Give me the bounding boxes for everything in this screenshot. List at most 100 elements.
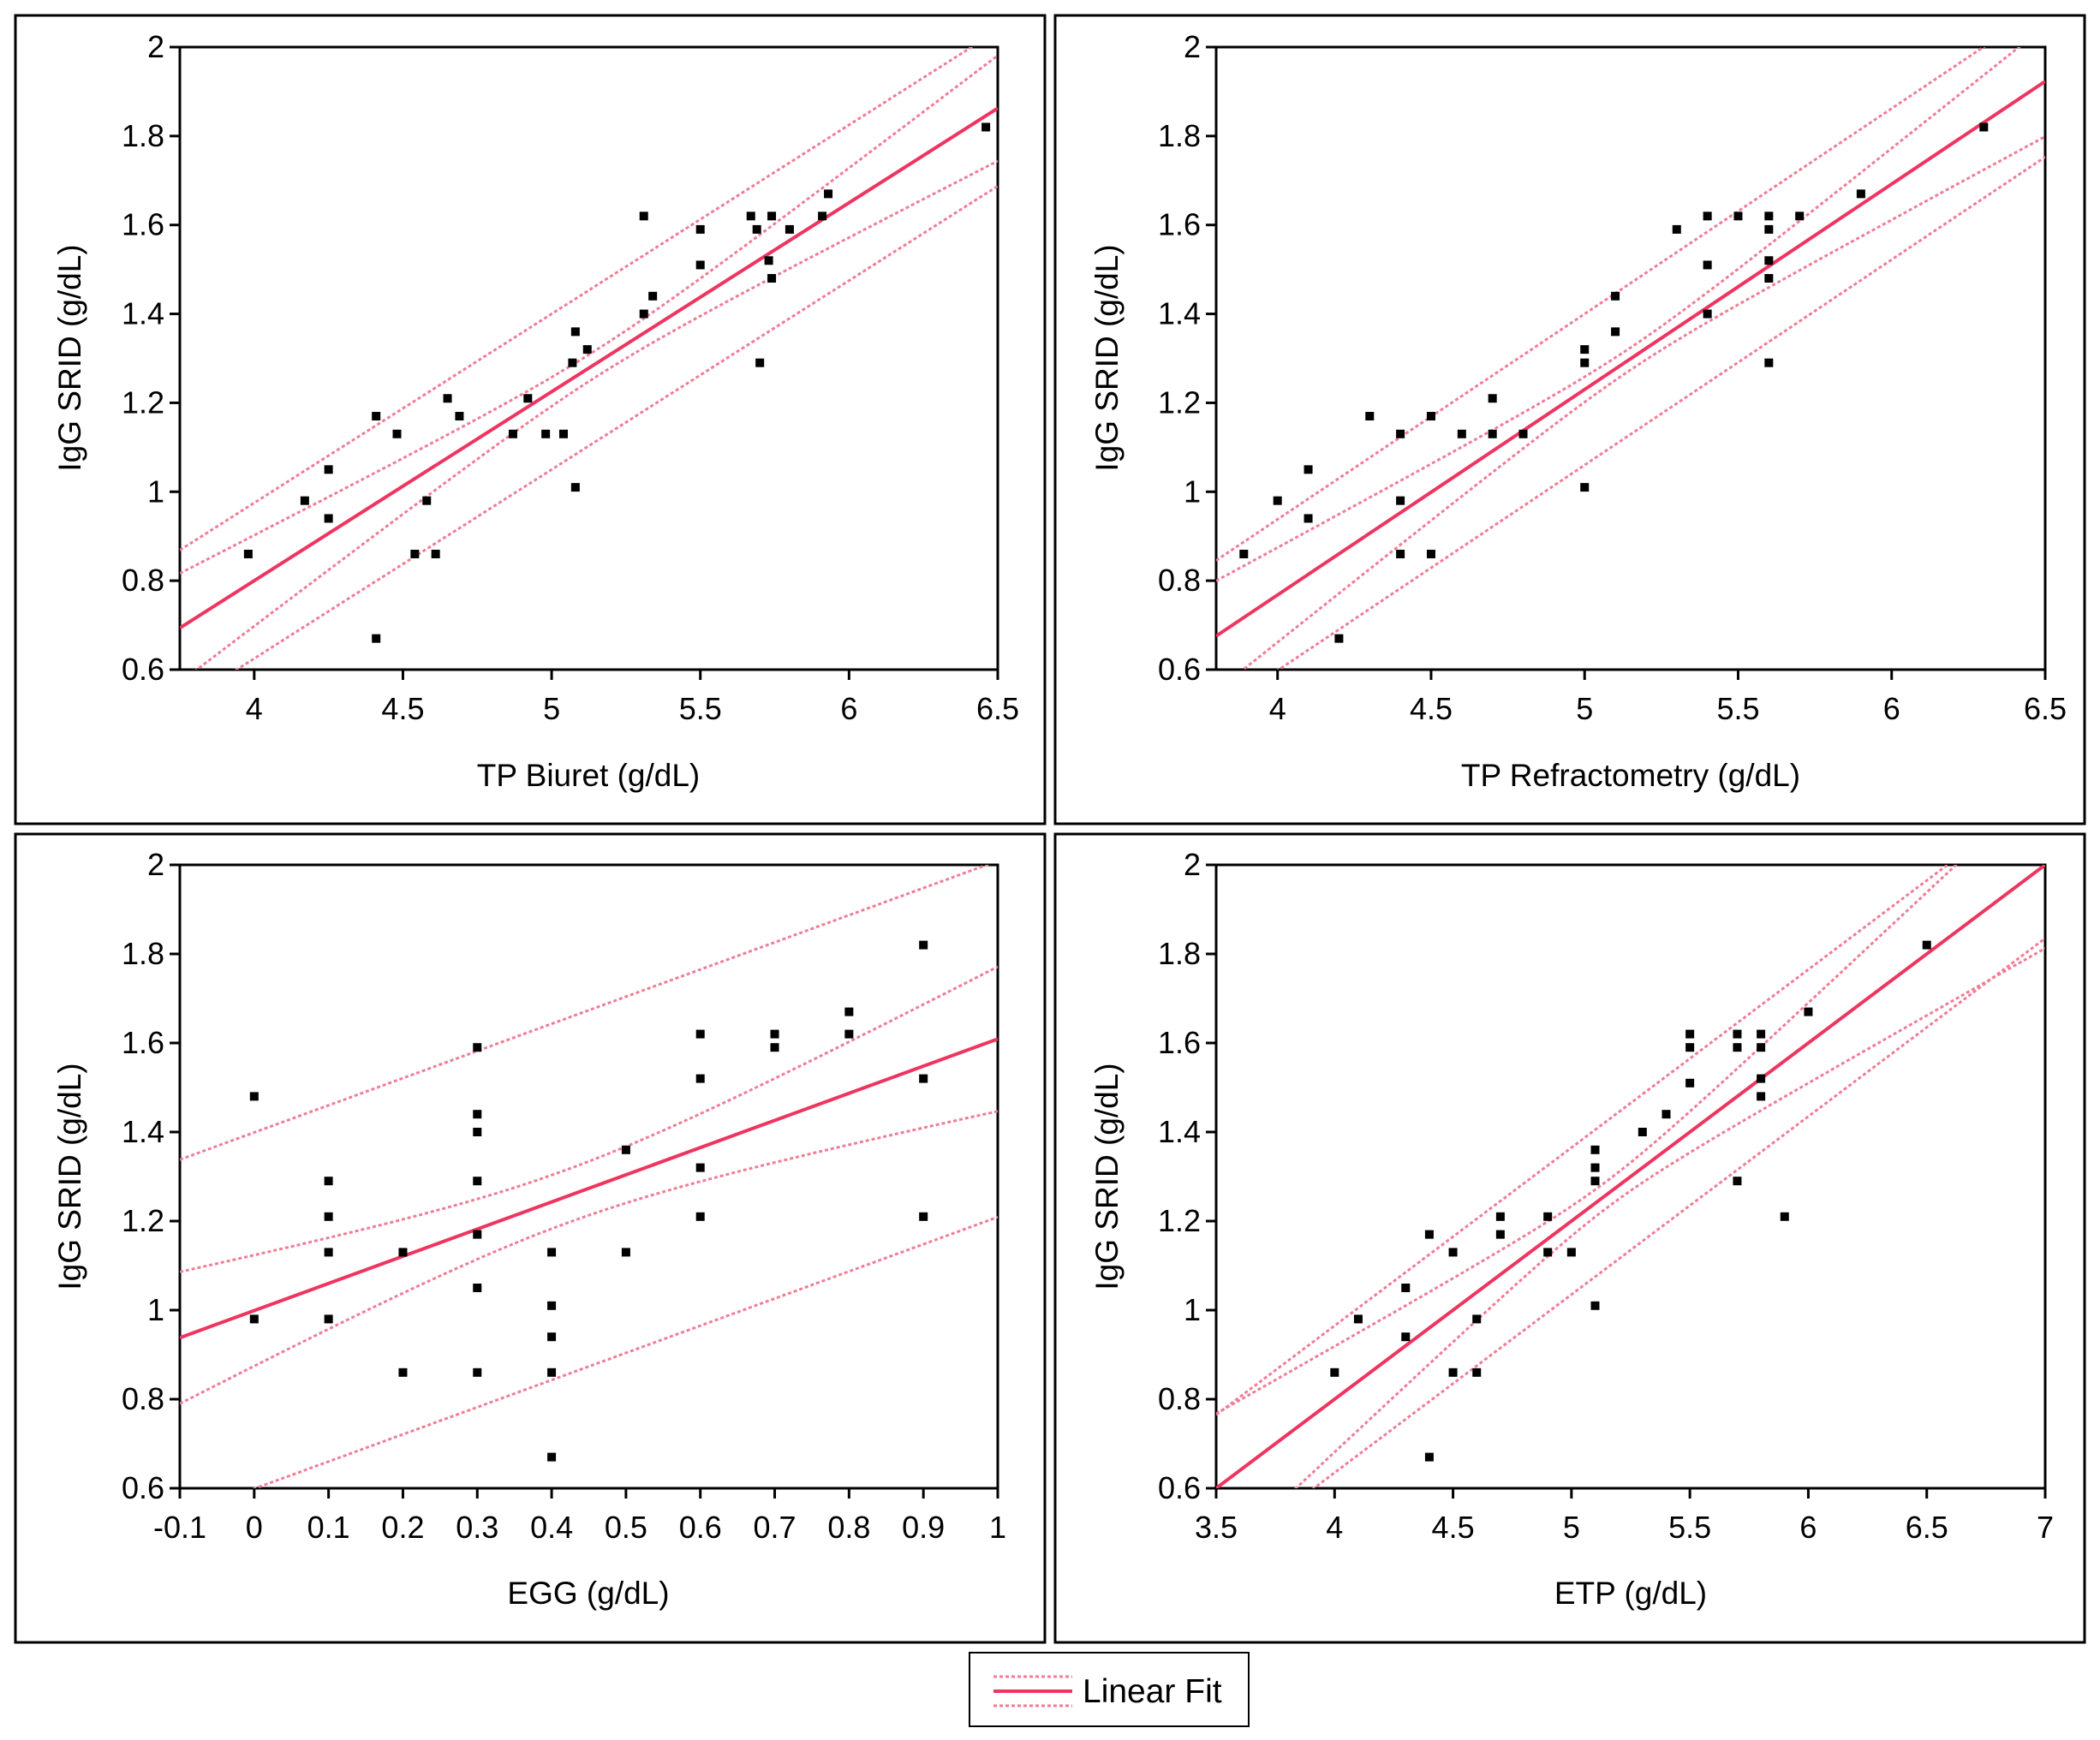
data-point bbox=[570, 483, 580, 492]
data-point bbox=[473, 1110, 482, 1119]
y-tick-label: 0.6 bbox=[1158, 652, 1201, 687]
data-point bbox=[1672, 224, 1681, 234]
data-point bbox=[243, 549, 253, 558]
confidence-band-lower bbox=[180, 1110, 998, 1405]
data-point bbox=[764, 256, 773, 265]
data-point bbox=[1638, 1128, 1647, 1136]
data-point bbox=[824, 189, 833, 199]
data-point bbox=[1856, 189, 1865, 199]
x-tick-label: 7 bbox=[2037, 1510, 2054, 1545]
confidence-band-lower bbox=[194, 159, 998, 670]
panel-frame bbox=[14, 14, 1047, 825]
data-point bbox=[1488, 394, 1497, 403]
data-point bbox=[372, 412, 381, 421]
x-tick-label: 4 bbox=[1326, 1510, 1343, 1545]
data-point bbox=[1590, 1163, 1600, 1172]
legend-label: Linear Fit bbox=[1083, 1673, 1222, 1710]
data-point bbox=[547, 1368, 557, 1377]
y-tick-label: 1.6 bbox=[122, 1025, 164, 1060]
data-point bbox=[695, 1163, 705, 1172]
data-point bbox=[1703, 309, 1712, 319]
data-point bbox=[1757, 1029, 1766, 1039]
data-point bbox=[1733, 1043, 1742, 1052]
data-point bbox=[1611, 327, 1620, 337]
y-tick-label: 1 bbox=[1184, 474, 1201, 509]
panel-bottom-right: 0.6 0.8 1 1.2 1.4 1.6 1.8 2 3.5 4 4.5 5 5.5 6 6.5 7 ETP… bbox=[1053, 832, 2086, 1644]
plot-frame bbox=[1214, 45, 2047, 671]
plot-area: 0.6 0.8 1 1.2 1.4 1.6 1.8 2 4 4.5 5 5.5 6 6.5 bbox=[1158, 29, 2067, 726]
data-point bbox=[639, 309, 648, 319]
y-tick-label: 1.2 bbox=[1158, 384, 1201, 420]
data-point bbox=[473, 1177, 482, 1186]
prediction-band-lower bbox=[1311, 937, 2045, 1488]
data-point bbox=[324, 1212, 333, 1221]
data-point bbox=[695, 1212, 705, 1221]
data-point bbox=[324, 465, 333, 474]
data-point bbox=[547, 1301, 557, 1310]
x-tick-label: 5 bbox=[1563, 1510, 1580, 1545]
data-point bbox=[324, 1248, 333, 1257]
confidence-band-upper bbox=[1216, 865, 1959, 1415]
y-tick-label: 1.2 bbox=[122, 384, 164, 420]
x-tick-label: 0.6 bbox=[679, 1510, 722, 1545]
data-point bbox=[541, 429, 551, 438]
plot-frame bbox=[178, 863, 999, 1490]
data-point bbox=[1685, 1029, 1695, 1039]
data-point bbox=[695, 1029, 705, 1039]
data-point bbox=[1566, 1248, 1576, 1257]
y-tick-label: 1.4 bbox=[1158, 1114, 1201, 1149]
x-tick-label: 0.3 bbox=[456, 1510, 498, 1545]
y-tick-label: 0.6 bbox=[1158, 1470, 1201, 1505]
data-point bbox=[1543, 1248, 1553, 1257]
x-tick-label: -0.1 bbox=[153, 1510, 206, 1545]
data-point bbox=[695, 1074, 705, 1083]
data-point bbox=[1703, 260, 1712, 270]
data-point bbox=[1543, 1212, 1553, 1221]
x-tick-label: 4.5 bbox=[1432, 1510, 1475, 1545]
plot-frame bbox=[178, 45, 999, 671]
data-point bbox=[1979, 122, 1989, 132]
x-tick-label: 4 bbox=[246, 691, 263, 726]
x-tick-label: 0.4 bbox=[530, 1510, 573, 1545]
x-tick-label: 6 bbox=[1883, 691, 1900, 726]
data-point bbox=[770, 1043, 779, 1052]
data-point bbox=[1580, 483, 1590, 492]
x-tick-label: 5.5 bbox=[679, 691, 722, 726]
data-point bbox=[1426, 412, 1435, 421]
x-axis-title: TP Refractometry (g/dL) bbox=[1461, 758, 1800, 793]
x-tick-label: 5 bbox=[543, 691, 560, 726]
data-point bbox=[1580, 345, 1590, 355]
prediction-band-upper bbox=[180, 865, 991, 1161]
data-point bbox=[648, 291, 658, 301]
data-point bbox=[547, 1332, 557, 1342]
x-tick-label: 6.5 bbox=[976, 691, 1019, 726]
data-point bbox=[1426, 549, 1435, 558]
data-point bbox=[1795, 212, 1805, 221]
x-axis-title: ETP (g/dL) bbox=[1554, 1576, 1707, 1611]
data-point bbox=[473, 1043, 482, 1052]
plot-frame bbox=[1214, 863, 2047, 1490]
data-point bbox=[1396, 429, 1405, 438]
data-point bbox=[1239, 549, 1249, 558]
x-tick-label: 4.5 bbox=[381, 691, 424, 726]
y-tick-label: 1.4 bbox=[1158, 296, 1201, 331]
y-tick-label: 1.4 bbox=[122, 296, 164, 331]
y-axis-title: IgG SRID (g/dL) bbox=[52, 1063, 87, 1290]
y-tick-label: 0.6 bbox=[122, 1470, 164, 1505]
data-point bbox=[1703, 212, 1712, 221]
y-tick-label: 0.8 bbox=[1158, 563, 1201, 598]
plot-clip-group bbox=[1216, 47, 2045, 670]
data-point bbox=[1590, 1177, 1600, 1186]
confidence-band-upper bbox=[180, 965, 998, 1273]
data-point bbox=[422, 496, 432, 505]
data-point bbox=[1365, 412, 1375, 421]
data-point bbox=[443, 394, 452, 403]
data-point bbox=[755, 358, 765, 367]
confidence-band-upper bbox=[180, 54, 998, 575]
data-point bbox=[398, 1368, 408, 1377]
fit-line bbox=[1216, 80, 2045, 638]
data-point bbox=[523, 394, 533, 403]
data-point bbox=[621, 1145, 630, 1154]
x-tick-label: 0.7 bbox=[754, 1510, 796, 1545]
x-tick-label: 4.5 bbox=[1410, 691, 1453, 726]
